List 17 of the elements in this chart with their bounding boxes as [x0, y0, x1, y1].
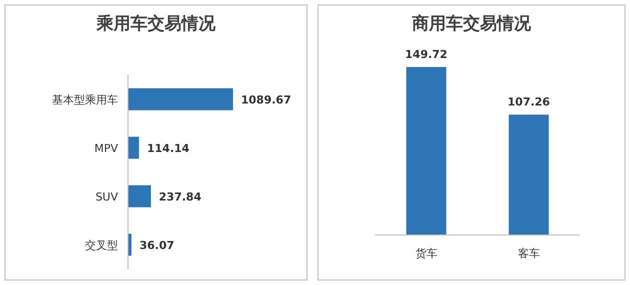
bar	[128, 185, 151, 208]
bar	[128, 136, 139, 159]
data-label: 114.14	[147, 142, 190, 155]
data-label: 237.84	[158, 190, 202, 204]
y-tick-label: 基本型乘用车	[52, 93, 118, 106]
data-label: 1089.67	[241, 93, 292, 106]
x-tick-label: 客车	[518, 247, 540, 260]
data-label: 36.07	[139, 238, 174, 252]
bar	[128, 88, 233, 110]
y-tick-label: 交叉型	[85, 238, 118, 252]
chart-title: 乘用车交易情况	[96, 14, 216, 34]
chart-title: 商用车交易情况	[411, 14, 532, 34]
x-tick-label: 货车	[415, 247, 438, 260]
y-tick-label: MPV	[94, 142, 118, 155]
data-label: 149.72	[405, 48, 448, 61]
y-tick-label: SUV	[95, 190, 118, 204]
data-label: 107.26	[508, 96, 550, 109]
